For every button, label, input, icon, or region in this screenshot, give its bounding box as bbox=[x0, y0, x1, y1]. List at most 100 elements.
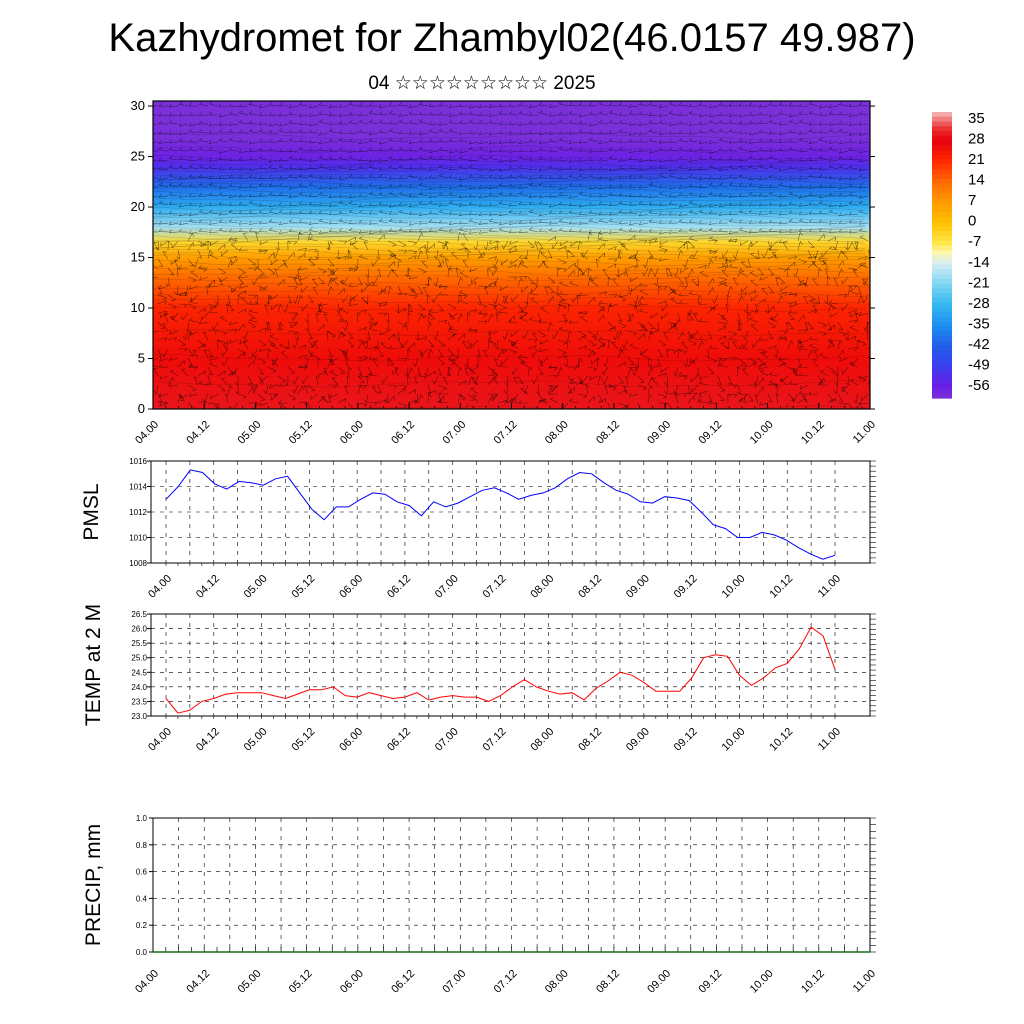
wind-barb-flag bbox=[303, 363, 307, 368]
wind-barb bbox=[279, 114, 289, 117]
wind-barb-flag bbox=[568, 146, 573, 150]
wind-barb-flag bbox=[548, 104, 552, 108]
wind-barb bbox=[507, 375, 509, 386]
wind-barb-flag bbox=[617, 319, 622, 322]
wind-barb-flag bbox=[658, 158, 662, 163]
wind-barb-flag bbox=[648, 228, 652, 233]
wind-barb bbox=[339, 140, 349, 143]
wind-barb-flag bbox=[231, 406, 233, 409]
wind-barb-flag bbox=[529, 182, 533, 186]
wind-barb bbox=[519, 193, 529, 197]
wind-barb-flag bbox=[284, 262, 286, 267]
wind-barb-flag bbox=[478, 212, 482, 216]
wind-barb bbox=[259, 402, 269, 407]
wind-barb-flag bbox=[271, 361, 274, 366]
wind-barb bbox=[438, 294, 449, 296]
wind-barb bbox=[257, 327, 267, 332]
wind-barb-flag bbox=[354, 264, 358, 269]
wind-barb-flag bbox=[673, 350, 677, 354]
isotherm-line bbox=[153, 173, 866, 181]
wind-barb bbox=[227, 294, 231, 304]
wind-barb bbox=[429, 131, 439, 134]
wind-barb bbox=[599, 141, 609, 145]
wind-barb bbox=[366, 339, 369, 349]
wind-barb-flag bbox=[478, 310, 482, 315]
wind-barb-flag bbox=[659, 191, 663, 195]
wind-barb bbox=[350, 294, 359, 301]
wind-barb bbox=[449, 186, 459, 189]
wind-barb bbox=[189, 195, 199, 198]
wind-barb-flag bbox=[368, 202, 372, 206]
wind-barb-flag bbox=[409, 221, 412, 226]
isotherm-line bbox=[153, 380, 866, 388]
wind-barb-flag bbox=[414, 376, 418, 379]
wind-barb-flag bbox=[258, 128, 263, 132]
wind-barb-flag bbox=[618, 147, 623, 151]
wind-barb-flag bbox=[419, 155, 423, 159]
wind-barb-flag bbox=[445, 241, 450, 244]
wind-barb-flag bbox=[618, 347, 622, 351]
wind-barb bbox=[337, 249, 340, 259]
wind-barb-flag bbox=[404, 274, 409, 278]
wind-barb-flag bbox=[448, 265, 452, 270]
wind-barb bbox=[483, 350, 489, 359]
wind-barb bbox=[588, 231, 599, 234]
wind-barb-flag bbox=[188, 157, 192, 161]
wind-barb-flag bbox=[618, 220, 622, 224]
wind-barb bbox=[449, 130, 459, 134]
wind-barb-flag bbox=[458, 130, 462, 135]
wind-barb-flag bbox=[648, 157, 652, 161]
wind-barb-flag bbox=[449, 128, 453, 132]
wind-barb-flag bbox=[318, 210, 323, 214]
wind-barb-flag bbox=[199, 101, 203, 105]
wind-barb bbox=[657, 393, 667, 398]
wind-barb bbox=[529, 168, 539, 171]
wind-barb bbox=[372, 359, 379, 368]
wind-barb-flag bbox=[564, 245, 567, 250]
wind-barb bbox=[608, 105, 619, 107]
wind-barb bbox=[199, 185, 209, 188]
wind-barb-flag bbox=[553, 367, 558, 371]
wind-barb-flag bbox=[578, 310, 582, 315]
wind-barb-flag bbox=[368, 372, 373, 376]
wind-barb bbox=[469, 231, 479, 234]
wind-barb-flag bbox=[461, 398, 466, 401]
wind-barb bbox=[426, 366, 429, 376]
wind-barb bbox=[179, 123, 189, 127]
wind-barb bbox=[359, 195, 369, 198]
wind-barb-flag bbox=[584, 335, 586, 340]
wind-barb-flag bbox=[568, 131, 572, 135]
wind-barb-flag bbox=[658, 285, 662, 290]
wind-barb bbox=[457, 313, 462, 323]
wind-barb-flag bbox=[293, 241, 298, 245]
wind-barb-flag bbox=[438, 138, 443, 142]
wind-barb-flag bbox=[208, 373, 213, 376]
wind-barb bbox=[337, 312, 344, 321]
wind-barb-flag bbox=[470, 399, 475, 401]
wind-barb bbox=[169, 122, 179, 125]
wind-barb bbox=[209, 363, 219, 368]
wind-barb-flag bbox=[502, 350, 505, 355]
wind-barb bbox=[399, 193, 409, 197]
wind-barb bbox=[437, 303, 444, 312]
wind-barb-flag bbox=[588, 193, 592, 198]
wind-barb-flag bbox=[498, 309, 503, 313]
wind-barb bbox=[578, 213, 589, 215]
wind-barb bbox=[596, 358, 599, 368]
wind-barb-flag bbox=[349, 267, 352, 272]
wind-barb bbox=[186, 285, 189, 295]
wind-barb bbox=[499, 213, 509, 217]
wind-barb-flag bbox=[618, 165, 623, 169]
wind-barb bbox=[659, 105, 669, 108]
wind-barb-flag bbox=[168, 155, 173, 159]
wind-barb bbox=[589, 276, 599, 280]
isotherm-line bbox=[153, 183, 865, 191]
wind-barb bbox=[199, 140, 209, 143]
wind-barb-flag bbox=[255, 265, 259, 269]
wind-barb bbox=[309, 229, 319, 233]
wind-barb-flag bbox=[393, 396, 395, 401]
wind-barb bbox=[548, 141, 559, 143]
wind-barb bbox=[208, 132, 219, 134]
wind-barb bbox=[368, 284, 379, 287]
wind-barb-flag bbox=[548, 227, 553, 231]
